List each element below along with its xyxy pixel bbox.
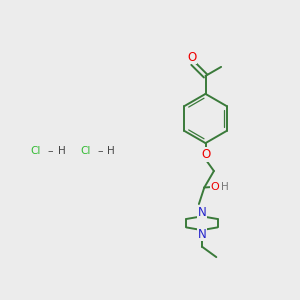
Text: Cl: Cl xyxy=(80,146,91,157)
Text: –: – xyxy=(48,146,53,157)
Text: –: – xyxy=(97,146,103,157)
Text: Cl: Cl xyxy=(31,146,41,157)
Text: N: N xyxy=(197,206,206,219)
Text: H: H xyxy=(107,146,115,157)
Text: H: H xyxy=(221,182,229,192)
Text: H: H xyxy=(58,146,65,157)
Text: O: O xyxy=(187,51,196,64)
Text: N: N xyxy=(197,227,206,241)
Text: O: O xyxy=(201,148,210,161)
Text: O: O xyxy=(210,182,219,192)
